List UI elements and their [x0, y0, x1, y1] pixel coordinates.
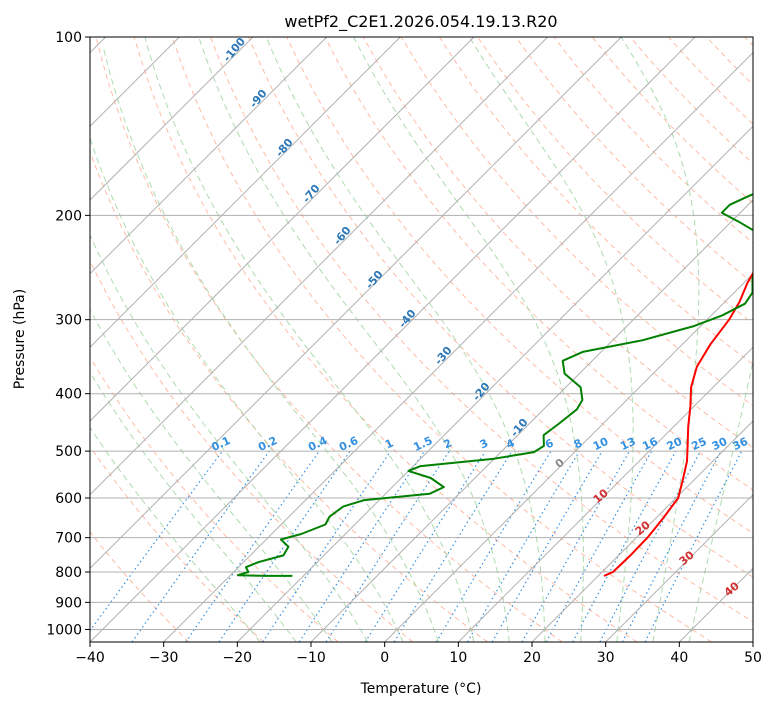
mixing-ratio-label: 20 — [665, 435, 685, 453]
y-tick-label: 900 — [55, 595, 82, 611]
moist-adiabat-line — [90, 426, 261, 642]
mixing-ratio-line — [185, 450, 320, 642]
moist-adiabat-line — [688, 358, 753, 642]
dry-adiabat-line — [515, 37, 753, 284]
dry-adiabat-line — [95, 37, 563, 642]
x-tick-label: −20 — [223, 650, 253, 666]
x-tick-label: 50 — [744, 650, 762, 666]
axes: 0.1 0.2 0.4 0.6 1 1.5 2 3 4 6 8 10 13 16 20 25 30 36-100-… — [46, 30, 762, 666]
dry-adiabat-line — [90, 531, 190, 642]
x-tick-label: −10 — [296, 650, 326, 666]
x-tick-label: 10 — [449, 650, 467, 666]
y-tick-label: 800 — [55, 565, 82, 581]
moist-adiabat-line — [90, 308, 333, 642]
moist-adiabat-line — [198, 37, 510, 642]
mixing-ratio-line — [599, 450, 702, 642]
mixing-ratio-label: 36 — [731, 435, 751, 453]
y-tick-label: 100 — [55, 30, 82, 46]
mixing-ratio-line — [466, 450, 580, 642]
moist-adiabat-line — [103, 49, 439, 642]
dry-adiabat-line — [133, 37, 638, 642]
x-tick-label: −40 — [75, 650, 105, 666]
isotherm-line — [90, 37, 696, 642]
y-tick-label: 500 — [55, 444, 82, 460]
isotherm-line — [90, 37, 254, 201]
dry-adiabat-line — [90, 150, 488, 642]
y-tick-label: 200 — [55, 208, 82, 224]
moist-adiabat-line — [90, 136, 404, 642]
dry-adiabat-line — [90, 445, 264, 642]
y-tick-label: 700 — [55, 531, 82, 547]
isotherm-line — [163, 51, 753, 642]
dry-adiabat-line — [171, 37, 712, 642]
temperature-line — [603, 271, 753, 577]
x-tick-label: 40 — [670, 650, 688, 666]
chart-title: wetPf2_C2E1.2026.054.19.13.R20 — [284, 12, 557, 32]
mixing-ratio-line — [262, 450, 392, 642]
dry-adiabat-line — [438, 37, 753, 366]
x-axis-label: Temperature (°C) — [360, 681, 482, 697]
moist-adiabat-line — [353, 37, 584, 642]
dewpoint-line — [236, 193, 753, 577]
moist-adiabat-line — [265, 37, 546, 642]
mixing-ratio-line — [572, 450, 677, 642]
mixing-ratio-line — [218, 450, 351, 642]
plot-area — [90, 37, 753, 642]
dry-adiabat-line — [400, 37, 753, 407]
mixing-ratio-label: 25 — [689, 435, 708, 453]
mixing-ratio-label: 10 — [591, 435, 611, 453]
mixing-ratio-label: 13 — [618, 435, 637, 453]
x-tick-label: 30 — [597, 650, 615, 666]
isotherm-line — [531, 420, 753, 642]
y-axis-label: Pressure (hPa) — [12, 289, 28, 389]
isotherm-line — [457, 346, 753, 642]
x-tick-label: −30 — [149, 650, 179, 666]
mixing-ratio-label: 16 — [640, 435, 660, 453]
isotherm-line — [310, 199, 753, 642]
x-tick-label: 0 — [380, 650, 389, 666]
isotherm-line — [90, 37, 328, 275]
y-tick-label: 300 — [55, 313, 82, 329]
moist-adiabat-line — [620, 37, 700, 642]
mixing-ratio-line — [435, 450, 552, 642]
moist-adiabat-line — [144, 37, 475, 642]
isotherm-line — [90, 37, 622, 570]
plot-frame — [89, 36, 754, 643]
x-tick-label: 20 — [523, 650, 541, 666]
y-tick-label: 400 — [55, 387, 82, 403]
mixing-ratio-line — [298, 450, 425, 642]
y-tick-label: 1000 — [46, 622, 82, 638]
moist-adiabat-line — [90, 233, 369, 642]
dry-adiabat-line — [210, 37, 753, 623]
dry-adiabat-line — [248, 37, 753, 578]
isotherm-line — [605, 493, 753, 642]
y-tick-label: 600 — [55, 491, 82, 507]
mixing-ratio-label: 30 — [710, 435, 730, 453]
isotherm-line — [384, 272, 753, 642]
isotherm-line — [90, 37, 401, 349]
isotherm-line — [236, 125, 753, 642]
mixing-ratio-line — [364, 450, 486, 642]
isotherm-line — [90, 37, 549, 496]
mixing-ratio-line — [325, 450, 450, 642]
isotherm-line — [90, 37, 475, 422]
